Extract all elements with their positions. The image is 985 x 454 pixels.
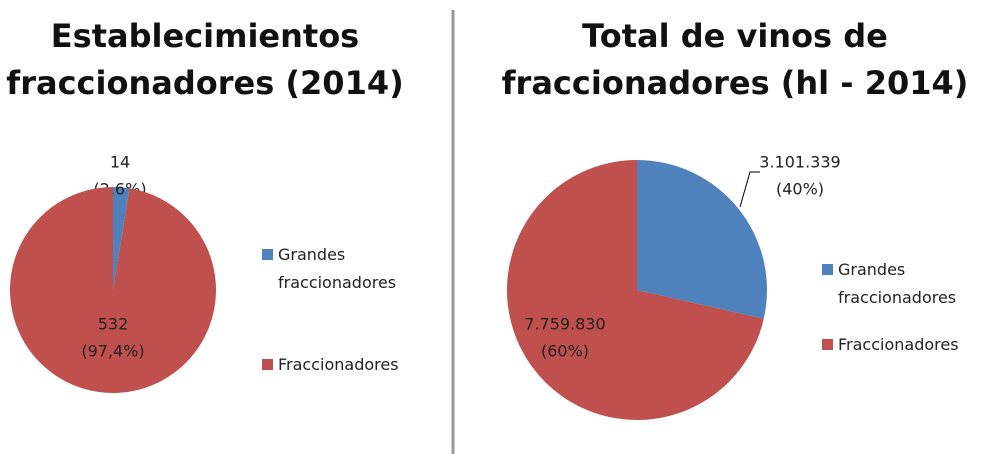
legend-label: Fraccionadores [838, 335, 959, 354]
pie-slice [637, 160, 767, 319]
chart-title: fraccionadores (2014) [6, 64, 403, 102]
legend-swatch [822, 264, 833, 275]
chart-title: Establecimientos [51, 17, 359, 55]
legend-label: Fraccionadores [278, 355, 399, 374]
legend-swatch [262, 249, 273, 260]
data-label: (60%) [541, 342, 589, 361]
data-label: (40%) [776, 180, 824, 199]
legend-swatch [262, 359, 273, 370]
legend-label: Grandes fraccionadores [278, 245, 397, 292]
data-label: 532 [98, 315, 129, 334]
legend-swatch [822, 339, 833, 350]
data-label: (97,4%) [81, 342, 144, 361]
chart-title: Total de vinos de [582, 17, 888, 55]
data-label: 14 [110, 153, 130, 172]
data-label: 3.101.339 [759, 153, 840, 172]
chart-title: fraccionadores (hl - 2014) [502, 64, 969, 102]
pie-slice [10, 187, 217, 393]
legend-label: Grandes fraccionadores [838, 260, 957, 307]
leader-line [739, 171, 760, 208]
pie-slice [113, 187, 130, 290]
pie-slice [507, 160, 764, 421]
data-label: 7.759.830 [524, 315, 605, 334]
